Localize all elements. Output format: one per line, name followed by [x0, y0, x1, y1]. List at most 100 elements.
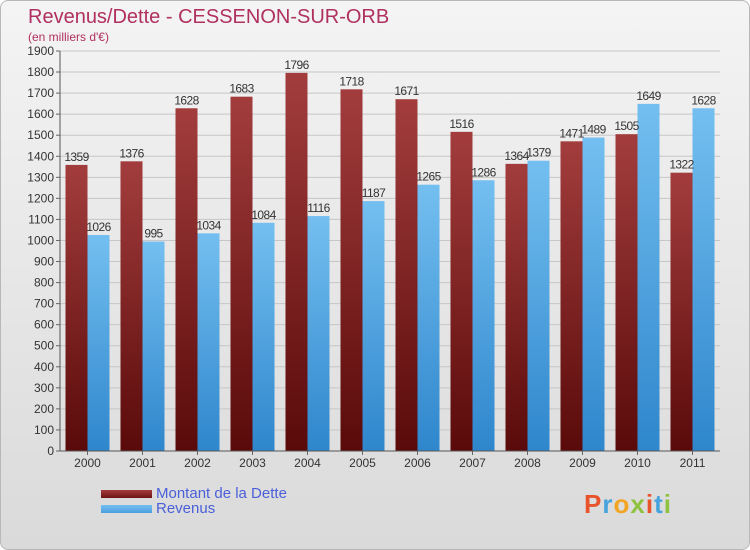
bar-dette: [285, 72, 308, 451]
bar-dette: [505, 163, 528, 451]
chart-title: Revenus/Dette - CESSENON-SUR-ORB: [28, 6, 390, 28]
y-tick-label: 900: [34, 255, 54, 269]
y-tick-label: 600: [34, 318, 54, 332]
x-tick-label: 2006: [404, 456, 431, 470]
data-label-dette: 1516: [449, 117, 474, 131]
bar-revenus: [362, 201, 385, 451]
logo-letter: o: [613, 489, 631, 519]
logo-letter: x: [630, 489, 646, 519]
x-tick-label: 2002: [184, 456, 211, 470]
legend-label-revenus: Revenus: [156, 500, 216, 517]
bar-revenus: [472, 180, 495, 451]
data-label-revenus: 1116: [307, 201, 330, 215]
chart-subtitle: (en milliers d'€): [28, 30, 109, 44]
logo-letter: i: [663, 489, 672, 519]
bar-dette: [340, 89, 363, 451]
data-label-revenus: 1187: [362, 186, 386, 200]
y-tick-label: 1900: [27, 44, 54, 58]
bar-revenus: [252, 222, 275, 451]
data-label-revenus: 1649: [636, 89, 661, 103]
bar-revenus: [307, 216, 330, 451]
data-label-dette: 1376: [119, 146, 144, 160]
data-label-dette: 1671: [394, 84, 419, 98]
y-tick-label: 700: [34, 297, 54, 311]
x-tick-label: 2003: [239, 456, 266, 470]
data-label-revenus: 1026: [86, 220, 111, 234]
y-tick-label: 500: [34, 339, 54, 353]
y-tick-label: 1300: [27, 170, 54, 184]
y-tick-label: 1800: [27, 65, 54, 79]
y-tick-label: 100: [34, 423, 54, 437]
logo-letter: r: [602, 489, 614, 519]
data-label-dette: 1505: [614, 119, 639, 133]
x-tick-label: 2001: [129, 456, 156, 470]
data-label-revenus: 995: [144, 227, 163, 241]
bar-revenus: [142, 241, 165, 451]
data-label-revenus: 1084: [251, 208, 276, 222]
bar-revenus: [692, 108, 715, 452]
y-tick-label: 1100: [28, 212, 54, 226]
grid-lines: [60, 50, 720, 452]
x-axis-ticks: 2000 2001 2002 2003 2004 2005 2006 2007 2008 2009…: [74, 451, 706, 470]
x-tick-label: 2011: [680, 456, 706, 470]
x-tick-label: 2007: [459, 456, 486, 470]
data-label-revenus: 1286: [471, 165, 496, 179]
y-tick-label: 300: [34, 381, 54, 395]
logo-letter: P: [584, 489, 603, 519]
bar-revenus: [582, 137, 605, 452]
bars: [65, 72, 715, 452]
data-label-dette: 1683: [229, 82, 254, 96]
legend-swatch-dette: [101, 490, 152, 498]
x-tick-label: 2005: [349, 456, 376, 470]
x-tick-label: 2009: [569, 456, 596, 470]
proxiti-logo: Proxiti: [584, 489, 672, 520]
bar-dette: [230, 96, 253, 452]
data-label-dette: 1322: [669, 158, 694, 172]
y-tick-label: 1000: [27, 233, 54, 247]
y-tick-label: 0: [47, 444, 54, 458]
bar-dette: [175, 108, 198, 452]
data-label-dette: 1628: [174, 93, 199, 107]
bar-dette: [670, 172, 693, 451]
y-tick-label: 1400: [27, 149, 54, 163]
y-tick-label: 200: [34, 402, 54, 416]
x-tick-label: 2000: [74, 456, 101, 470]
data-label-dette: 1718: [339, 74, 364, 88]
y-tick-label: 1500: [27, 128, 54, 142]
bar-dette: [615, 134, 638, 451]
bar-dette: [120, 161, 143, 451]
bar-dette: [65, 164, 88, 452]
data-label-dette: 1359: [64, 150, 89, 164]
logo-letter: t: [654, 489, 664, 519]
x-tick-label: 2008: [514, 456, 541, 470]
bar-revenus: [637, 103, 660, 451]
y-tick-label: 800: [34, 276, 54, 290]
x-tick-label: 2004: [294, 456, 321, 470]
legend-label-dette: Montant de la Dette: [156, 485, 287, 502]
y-axis-ticks: 0 100 200 300 400 500 600 700 800 900 1000 1100 1200…: [27, 44, 60, 458]
bar-revenus: [87, 235, 110, 451]
data-label-revenus: 1265: [416, 170, 441, 184]
x-tick-label: 2010: [624, 456, 651, 470]
data-label-dette: 1471: [559, 126, 584, 140]
bar-dette: [395, 99, 418, 452]
bar-revenus: [417, 184, 440, 451]
bar-chart: 0 100 200 300 400 500 600 700 800 900 1000 1100 1200…: [27, 44, 720, 470]
data-label-revenus: 1379: [526, 146, 551, 160]
bar-revenus: [197, 233, 220, 451]
bar-dette: [560, 141, 583, 451]
data-label-revenus: 1034: [196, 218, 221, 232]
y-tick-label: 400: [34, 360, 54, 374]
legend-swatch-revenus: [101, 505, 152, 513]
data-label-revenus: 1628: [691, 93, 716, 107]
y-tick-label: 1700: [27, 86, 54, 100]
data-labels: 1359 1026 1376 995 1628 1034 1683 1084 1796 1116 1…: [64, 58, 717, 241]
logo-letter: i: [645, 489, 655, 519]
data-label-dette: 1796: [284, 58, 309, 72]
y-tick-label: 1200: [27, 191, 54, 205]
y-tick-label: 1600: [27, 107, 54, 121]
data-label-revenus: 1489: [581, 123, 606, 137]
bar-dette: [450, 131, 473, 451]
data-label-dette: 1364: [504, 149, 529, 163]
